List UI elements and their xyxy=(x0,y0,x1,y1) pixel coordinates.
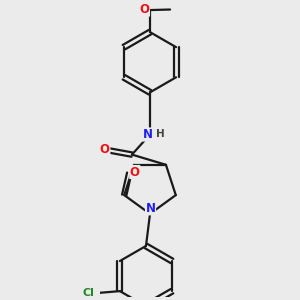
Text: O: O xyxy=(130,166,140,178)
Text: N: N xyxy=(142,128,152,141)
Text: H: H xyxy=(156,129,165,139)
Text: Cl: Cl xyxy=(83,288,95,298)
Text: O: O xyxy=(100,143,110,156)
Text: O: O xyxy=(140,3,149,16)
Text: N: N xyxy=(146,202,155,215)
